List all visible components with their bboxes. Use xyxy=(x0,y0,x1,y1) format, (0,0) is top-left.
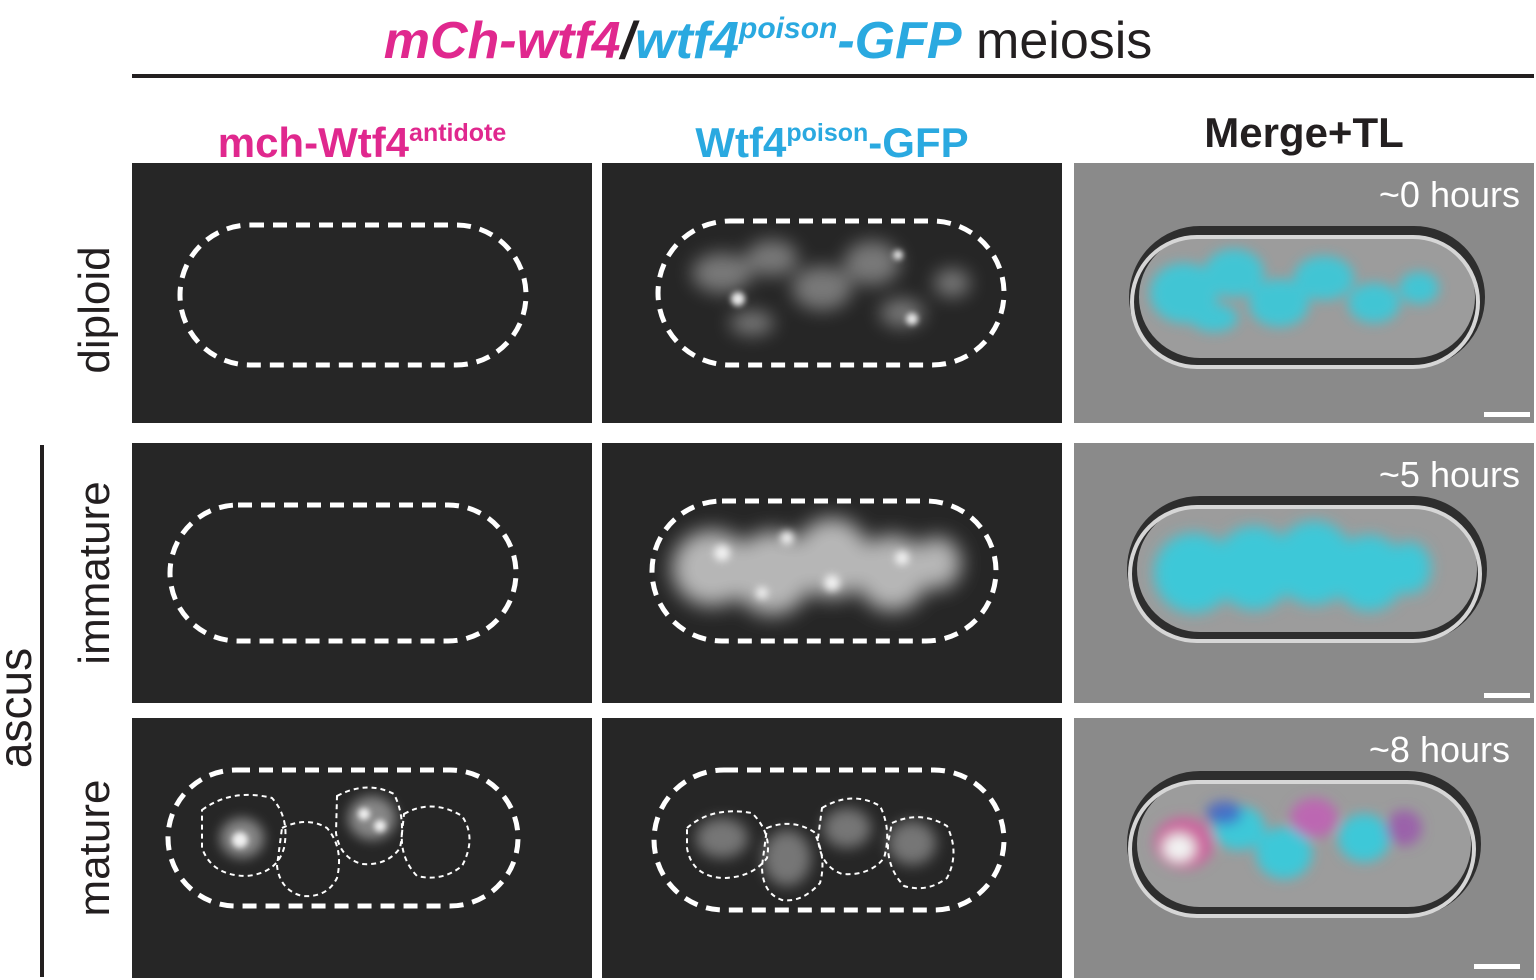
title-poison-sup: poison xyxy=(739,12,838,45)
panel-immature-poison xyxy=(602,443,1062,703)
panel-mature-antidote xyxy=(132,718,592,978)
title-wtf4: wtf4 xyxy=(635,12,740,70)
panel-diploid-poison xyxy=(602,163,1062,423)
column-header-antidote-main: mch-Wtf4 xyxy=(217,119,410,166)
row-label-mature: mature xyxy=(70,779,119,917)
scale-bar xyxy=(1484,693,1530,698)
time-label-8h: ~8 hours xyxy=(1368,729,1510,770)
title-divider xyxy=(132,74,1534,78)
row-label-immature: immature xyxy=(70,481,119,665)
scale-bar xyxy=(1474,964,1520,969)
scale-bar xyxy=(1484,412,1530,417)
ascus-group-label: ascus xyxy=(0,647,41,769)
column-header-poison: Wtf4poison-GFP xyxy=(602,108,1062,166)
panel-diploid-antidote xyxy=(132,163,592,423)
column-header-merge-main: Merge+TL xyxy=(1204,109,1404,156)
column-header-antidote: mch-Wtf4antidote xyxy=(132,108,592,166)
column-header-poison-tail: -GFP xyxy=(868,119,969,166)
title-gfp: -GFP xyxy=(837,12,962,70)
title-mch-wtf4: mCh-wtf4 xyxy=(383,12,621,70)
title-separator: / xyxy=(620,12,636,70)
panel-mature-merge: ~8 hours xyxy=(1074,718,1534,978)
panel-immature-merge: ~5 hours xyxy=(1074,443,1534,703)
column-header-poison-sup: poison xyxy=(786,119,869,147)
column-header-merge: Merge+TL xyxy=(1074,108,1534,158)
time-label-5h: ~5 hours xyxy=(1378,454,1520,495)
figure-title: mCh-wtf4/wtf4poison-GFP meiosis xyxy=(0,0,1536,70)
row-label-diploid: diploid xyxy=(70,246,119,374)
title-meiosis: meiosis xyxy=(976,12,1153,70)
column-header-poison-main: Wtf4 xyxy=(695,119,787,166)
panel-immature-antidote xyxy=(132,443,592,703)
panel-diploid-merge: ~0 hours xyxy=(1074,163,1534,423)
time-label-0h: ~0 hours xyxy=(1378,174,1520,215)
ascus-bracket-line xyxy=(40,445,44,977)
column-header-antidote-sup: antidote xyxy=(409,119,507,147)
panel-mature-poison xyxy=(602,718,1062,978)
